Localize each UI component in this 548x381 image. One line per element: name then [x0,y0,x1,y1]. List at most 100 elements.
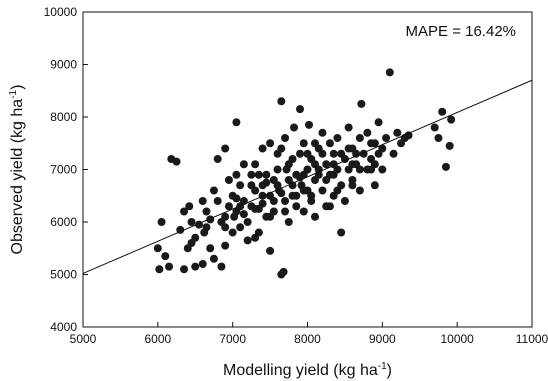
data-point [337,149,346,158]
data-point [243,218,252,226]
data-point [385,68,394,77]
data-point [221,223,230,232]
data-point [251,233,260,242]
data-point [277,144,286,153]
data-point [213,197,222,205]
data-point [258,199,267,208]
data-point [198,197,207,205]
x-tick-label: 8000 [294,332,321,346]
axis-ticks: 5000 6000 7000 8000 9000 10000 110004000500060… [44,5,548,346]
data-point [434,134,443,142]
data-point [318,128,327,137]
data-point [438,107,447,116]
data-point [247,181,256,190]
data-point [292,191,301,200]
data-point [157,218,166,226]
data-point [318,149,327,158]
y-tick-label: 4000 [50,320,77,334]
data-point [266,212,275,221]
data-point [357,99,366,108]
data-point [281,197,290,205]
data-point [254,170,263,179]
data-point [352,149,361,158]
data-point [355,186,364,195]
data-point [441,162,450,171]
data-point [262,170,271,179]
data-point [348,160,357,169]
y-tick-label: 9000 [50,58,77,72]
data-point [344,123,353,132]
data-point [213,155,222,163]
data-point [325,202,334,211]
x-tick-label: 10000 [440,332,474,346]
data-point [378,165,387,174]
data-point [221,144,230,153]
data-point [236,181,245,190]
y-tick-label: 5000 [50,268,77,282]
data-point [187,218,196,226]
data-point [209,186,218,195]
data-point [447,115,456,124]
data-point [322,176,331,184]
x-tick-label: 11000 [516,332,548,346]
data-point [370,181,379,190]
data-point [281,207,290,216]
data-point [232,118,241,127]
mape-annotation: MAPE = 16.42% [406,23,516,40]
data-point [325,139,334,148]
data-point [393,128,402,137]
data-point [296,149,305,158]
data-point [172,157,181,166]
data-point [344,144,353,153]
data-point [310,139,319,148]
data-point [303,149,312,158]
data-point [397,139,406,148]
data-point [333,134,342,142]
data-point [202,207,211,216]
data-point [277,189,286,198]
data-point [221,241,230,250]
data-point [299,207,308,216]
data-point [445,141,454,150]
data-point [281,134,290,142]
data-point [348,181,357,190]
data-point [299,186,308,195]
trend-line [82,79,533,274]
x-axis-title-tail: ) [387,362,392,379]
data-point [217,262,226,271]
y-tick-label: 10000 [44,5,78,19]
x-tick-label: 6000 [144,332,171,346]
y-tick-label: 7000 [50,163,77,177]
data-point [251,160,260,169]
data-point [239,210,248,219]
data-point [209,254,218,263]
data-point [165,262,174,271]
data-point [367,165,376,174]
data-point [266,139,275,148]
data-point [355,165,364,174]
data-point [304,120,313,129]
data-point [382,134,391,142]
data-point [266,246,275,255]
data-point [430,123,439,132]
data-point [273,181,282,190]
data-point [333,186,342,195]
data-point [329,149,338,158]
data-point [180,207,189,216]
x-axis-title: Modelling yield (kg ha-1) [223,361,392,379]
x-axis-title-sup: -1 [378,361,387,372]
data-point [284,218,293,226]
data-point [262,178,271,187]
data-point [247,170,256,179]
data-point [153,244,162,253]
data-point [269,197,278,205]
data-point [340,197,349,205]
data-point [224,176,233,184]
x-tick-label: 5000 [70,332,97,346]
data-point [232,194,241,203]
x-tick-label: 7000 [219,332,246,346]
data-point [337,228,346,237]
data-point [191,262,200,271]
data-point [404,131,413,140]
data-point [206,244,215,253]
